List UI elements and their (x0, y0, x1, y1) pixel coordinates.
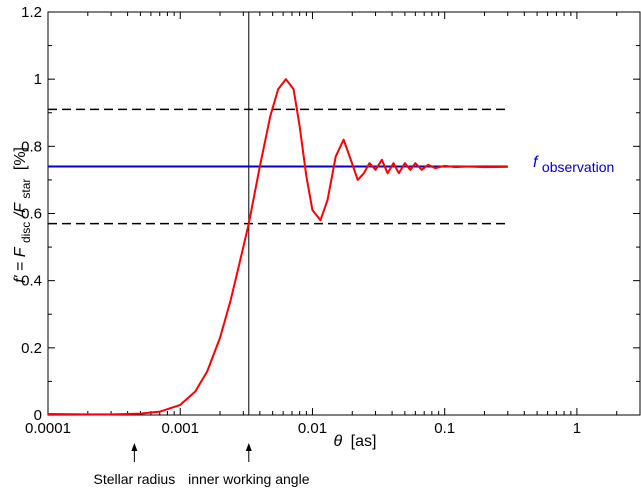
y-axis-prefix: f' = F (12, 246, 29, 283)
annotation-layer: Stellar radius inner working angle (94, 443, 310, 487)
y-tick-label: 1 (34, 71, 42, 88)
series-layer (47, 12, 508, 416)
x-axis-symbol: θ (334, 433, 343, 450)
x-tick-label: 0.1 (434, 420, 455, 437)
x-tick-label: 0.0001 (25, 420, 71, 437)
x-tick-label: 0.001 (161, 420, 199, 437)
x-tick-label: 1 (573, 420, 581, 437)
x-axis-label: θ [as] (334, 433, 377, 450)
annotation-arrow-head (245, 443, 252, 451)
x-axis-unit: [as] (351, 433, 377, 450)
y-tick-label: 0.8 (21, 138, 42, 155)
y-axis-sub-disc: disc (19, 222, 33, 243)
y-axis: 0 0.2 0.4 0.6 0.8 1 1.2 (21, 4, 640, 424)
series-line-flux-ratio (47, 78, 508, 416)
y-axis-sub-star: star (19, 179, 33, 199)
y-axis-unit: [%] (12, 147, 29, 170)
annotation-arrow-head (131, 443, 138, 451)
plot-border (47, 11, 641, 416)
annotation-label: Stellar radius (94, 471, 176, 487)
y-tick-label: 0.6 (21, 206, 42, 223)
plot-frame (47, 11, 641, 416)
x-tick-label: 0.01 (298, 420, 327, 437)
y-tick-label: 1.2 (21, 4, 42, 21)
y-axis-label: f' = F disc /F star [%] (12, 147, 34, 283)
y-tick-label: 0 (34, 407, 42, 424)
series-label-sub: observation (542, 159, 614, 175)
y-tick-label: 0.2 (21, 340, 42, 357)
annotation-label: inner working angle (188, 471, 310, 487)
series-label-main: f (533, 154, 539, 171)
y-axis-mid: /F (12, 202, 29, 218)
x-axis: 0.0001 0.001 0.01 0.1 1 (25, 12, 641, 437)
series-label-f-observation: f observation (533, 154, 614, 175)
y-tick-label: 0.4 (21, 273, 42, 290)
